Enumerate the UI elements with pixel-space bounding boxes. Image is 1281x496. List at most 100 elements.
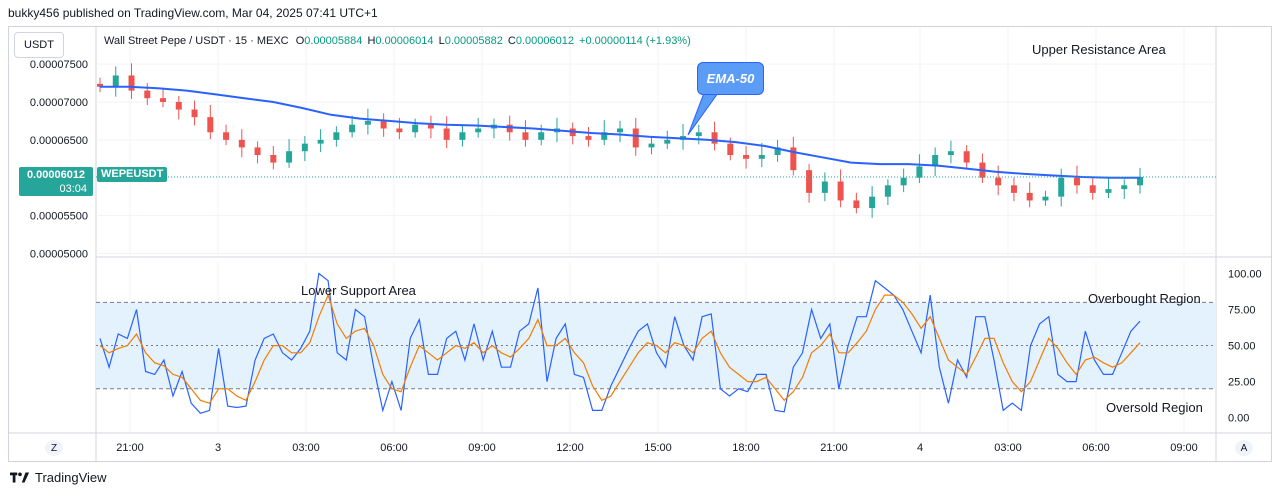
candle-body	[443, 128, 450, 140]
candle-body	[916, 166, 923, 178]
ohlc-legend: Wall Street Pepe / USDT · 15 · MEXC O0.0…	[104, 35, 691, 47]
price-tick-label: 0.00007000	[30, 97, 88, 109]
legend-low: 0.00005882	[444, 35, 503, 47]
axis-labels: 0.00007500 0.00007000 0.00006500 0.00005500…	[30, 59, 1262, 454]
candle-body	[238, 139, 245, 148]
candle-body	[412, 124, 419, 133]
candle-body	[207, 117, 214, 133]
candle-body	[301, 143, 308, 152]
candle-body	[522, 132, 529, 140]
stoch-tick-label: 75.00	[1228, 305, 1256, 317]
candle-body	[585, 136, 592, 140]
candle-body	[1042, 196, 1049, 201]
candle-body	[1010, 185, 1017, 193]
ema-50-line	[96, 85, 1216, 179]
upper-resistance-label: Upper Resistance Area	[1032, 42, 1166, 57]
candle-body	[1026, 192, 1033, 201]
stoch-tick-label: 0.00	[1228, 413, 1249, 425]
auto-scale-button[interactable]: A	[1235, 440, 1253, 456]
candle-body	[175, 101, 182, 110]
time-tick-label: 09:00	[468, 442, 496, 454]
candle-body	[932, 155, 939, 167]
candle-body	[97, 83, 103, 87]
overbought-label: Overbought Region	[1088, 291, 1201, 306]
time-tick-label: 15:00	[644, 442, 672, 454]
publisher-line: bukky456 published on TradingView.com, M…	[8, 6, 378, 20]
current-price: 0.00006012	[26, 169, 86, 181]
candle-body	[664, 139, 671, 144]
time-tick-label: 3	[215, 442, 221, 454]
legend-o-label: O	[295, 35, 305, 47]
candle-body	[144, 90, 151, 99]
candle-body	[853, 200, 860, 209]
ema-callout: EMA-50	[697, 62, 764, 95]
candle-body	[396, 128, 403, 133]
stoch-d-line	[99, 293, 1141, 404]
candle-body	[727, 143, 734, 155]
candle-countdown: 03:04	[59, 183, 87, 195]
stoch-tick-label: 25.00	[1228, 377, 1256, 389]
candle-body	[380, 120, 387, 129]
currency-button[interactable]: USDT	[14, 32, 64, 58]
stoch-k-line	[99, 272, 1141, 414]
candle-body	[286, 151, 293, 163]
legend-high: 0.00006014	[375, 35, 434, 47]
current-price-badge: 0.00006012 03:04	[19, 167, 93, 196]
candle-body	[1073, 177, 1080, 186]
candle-body	[947, 151, 954, 155]
candle-body	[632, 128, 639, 148]
candle-body	[711, 132, 718, 144]
candle-body	[349, 124, 356, 133]
stoch-tick-label: 50.00	[1228, 341, 1256, 353]
time-tick-label: 03:00	[994, 442, 1022, 454]
timezone-button[interactable]: Z	[45, 440, 63, 456]
candle-body	[743, 155, 750, 159]
candle-body	[254, 147, 261, 155]
candle-body	[806, 170, 813, 193]
candle-body	[648, 143, 655, 148]
candle-body	[317, 139, 324, 144]
legend-l-label: L	[438, 35, 445, 47]
candle-body	[160, 98, 167, 102]
time-tick-label: 12:00	[556, 442, 584, 454]
legend-c-label: C	[507, 35, 516, 47]
candle-body	[506, 124, 513, 133]
legend-open: 0.00005884	[304, 35, 363, 47]
oversold-label: Oversold Region	[1106, 400, 1203, 415]
candle-body	[333, 132, 340, 140]
candle-body	[112, 75, 119, 87]
legend-change: +0.00000114 (+1.93%)	[579, 35, 691, 47]
price-tick-label: 0.00007500	[30, 59, 88, 71]
time-tick-label: 18:00	[732, 442, 760, 454]
symbol-badge: WEPEUSDT	[97, 167, 168, 182]
tradingview-logo-icon	[10, 472, 30, 483]
legend-symbol: Wall Street Pepe / USDT · 15 · MEXC	[104, 35, 289, 47]
candle-body	[995, 177, 1002, 186]
time-tick-label: 03:00	[292, 442, 320, 454]
time-tick-label: 06:00	[380, 442, 408, 454]
candle-body	[601, 132, 608, 140]
candle-body	[774, 147, 781, 155]
candle-body	[1105, 189, 1112, 193]
candle-body	[1089, 185, 1096, 193]
candle-body	[475, 128, 482, 133]
candle-body	[538, 132, 545, 140]
candle-body	[1137, 176, 1143, 186]
time-tick-label: 09:00	[1170, 442, 1198, 454]
candle-body	[790, 147, 797, 171]
price-tick-label: 0.00006500	[30, 135, 88, 147]
time-tick-label: 06:00	[1082, 442, 1110, 454]
candle-body	[695, 132, 702, 137]
chart-frame	[8, 26, 1272, 462]
candle-body	[837, 181, 844, 201]
legend-h-label: H	[367, 35, 376, 47]
footer-brand[interactable]: TradingView	[10, 470, 107, 485]
candle-body	[364, 120, 371, 125]
candle-body	[758, 155, 765, 159]
candle-body	[617, 128, 623, 133]
candle-body	[223, 132, 230, 140]
candle-body	[1058, 177, 1065, 197]
footer-brand-text: TradingView	[35, 470, 107, 485]
candle-body	[869, 196, 876, 209]
